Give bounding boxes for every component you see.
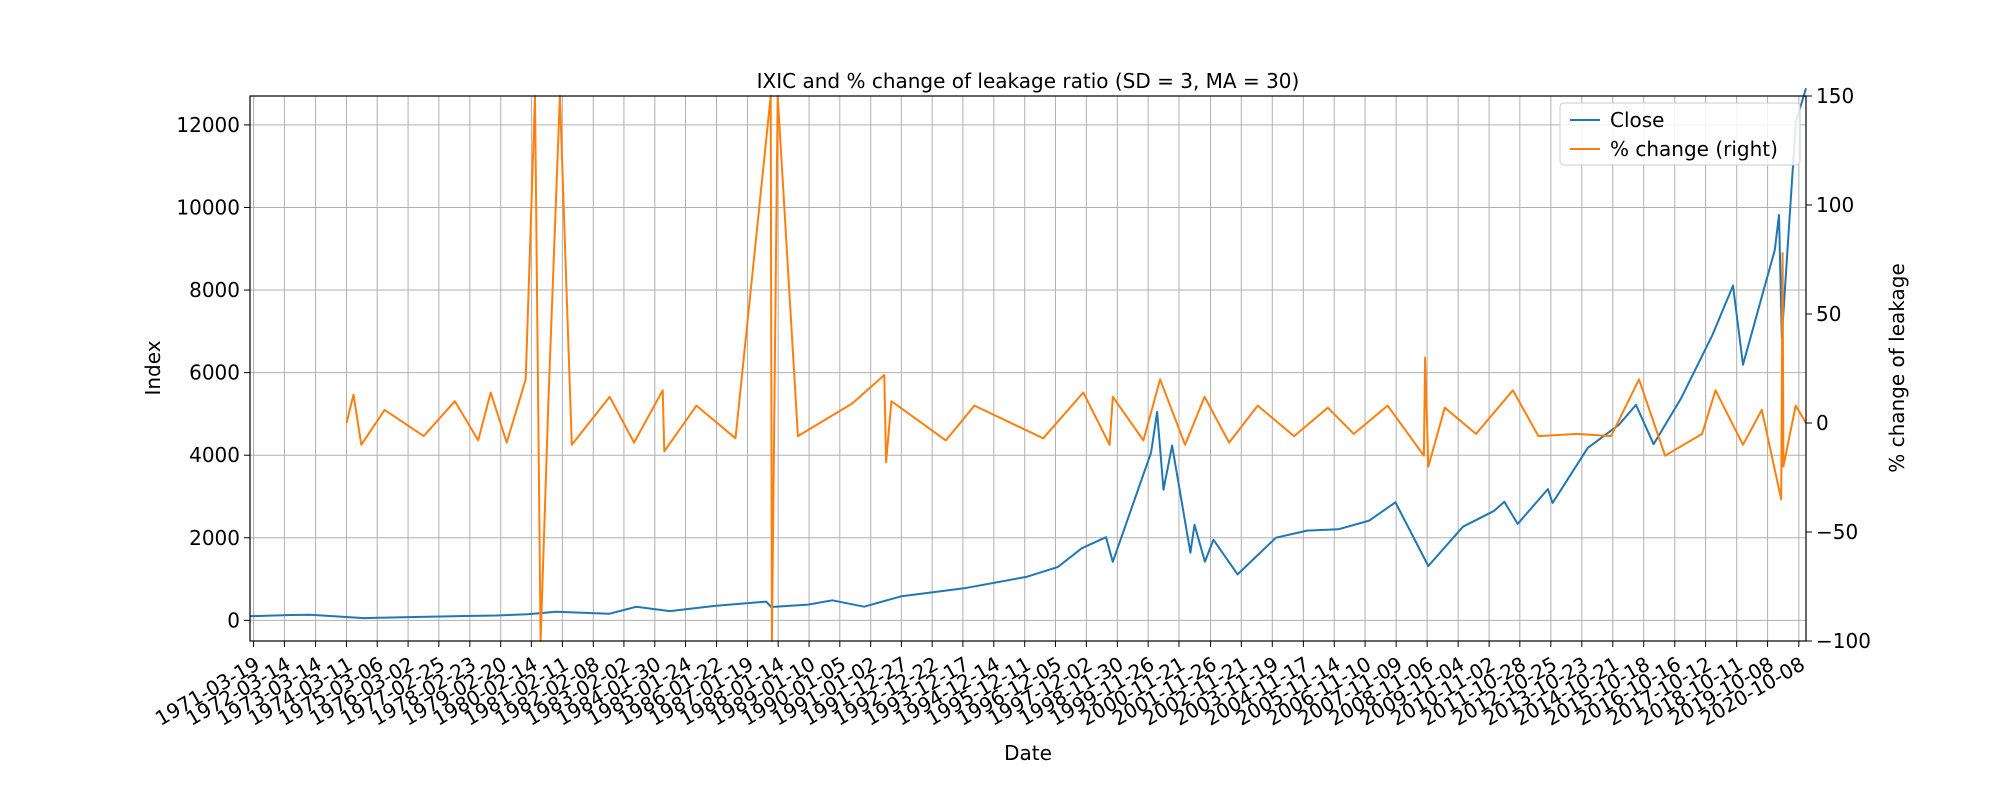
y-tick-label: 8000 (189, 278, 240, 302)
right-y-axis-label: % change of leakage (1885, 263, 1909, 473)
right-y-tick-label: 150 (1816, 84, 1854, 108)
y-tick-label: 2000 (189, 526, 240, 550)
x-axis: 1971-03-191972-03-141973-03-141974-03-11… (151, 641, 1809, 731)
legend-box (1559, 102, 1801, 166)
x-axis-label: Date (1004, 741, 1052, 765)
legend: Close % change (right) (1559, 102, 1801, 166)
series-line-pct-change (345, 95, 1807, 642)
y-tick-label: 12000 (176, 113, 240, 137)
y-axis-label: Index (141, 340, 165, 395)
y-tick-label: 10000 (176, 195, 240, 219)
right-y-tick-label: 100 (1816, 193, 1854, 217)
series-layer (249, 87, 1807, 642)
grid-lines (250, 96, 1806, 641)
right-y-tick-label: 0 (1816, 411, 1829, 435)
right-y-axis: −100 −50 0 50 100 150 (1806, 84, 1871, 653)
series-line-close (249, 87, 1807, 620)
chart-title: IXIC and % change of leakage ratio (SD =… (757, 69, 1300, 93)
right-y-tick-label: 50 (1816, 302, 1841, 326)
y-tick-label: 6000 (189, 361, 240, 385)
y-tick-label: 0 (227, 608, 240, 632)
right-y-tick-label: −100 (1816, 629, 1871, 653)
right-y-tick-label: −50 (1816, 520, 1858, 544)
left-y-axis: 0 2000 4000 6000 8000 10000 12000 (176, 113, 250, 632)
plot-frame (249, 95, 1807, 642)
legend-label-pct-change: % change (right) (1610, 137, 1778, 161)
y-tick-label: 4000 (189, 443, 240, 467)
legend-label-close: Close (1610, 108, 1664, 132)
